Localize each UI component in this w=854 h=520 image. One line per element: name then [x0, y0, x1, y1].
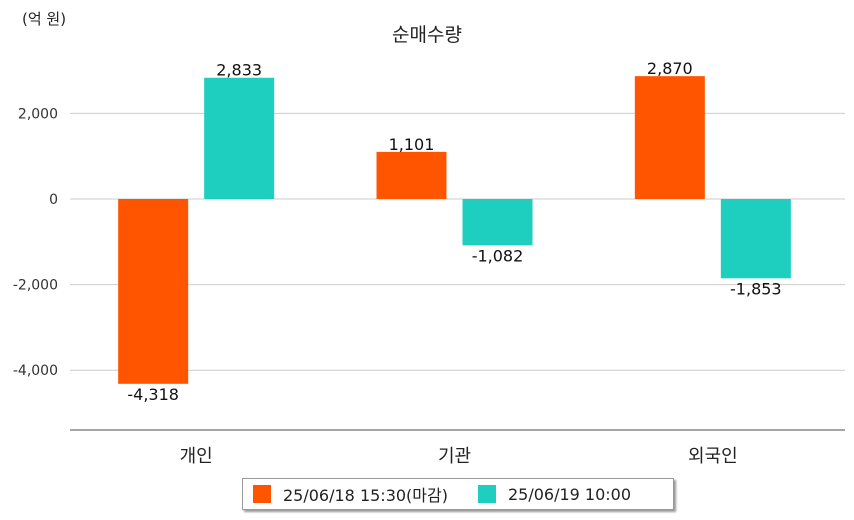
legend-label-series-2: 25/06/19 10:00: [507, 484, 632, 504]
category-label: 개인: [180, 446, 213, 467]
y-tick-label: -4,000: [13, 363, 58, 379]
y-tick-label: 2,000: [18, 106, 58, 122]
data-label: 1,101: [389, 135, 435, 154]
bar: [204, 77, 275, 199]
chart-title: 순매수량: [392, 24, 462, 46]
legend-label-series-1: 25/06/18 15:30(마감): [283, 486, 448, 505]
data-label: -4,318: [127, 385, 179, 404]
unit-label: (억 원): [22, 10, 67, 28]
bar: [720, 199, 791, 279]
data-label: 2,870: [647, 59, 693, 78]
category-label: 외국인: [688, 446, 738, 467]
legend-swatch-series-1: [253, 485, 271, 503]
category-label: 기관: [438, 446, 471, 467]
bar: [118, 199, 189, 384]
legend-item-series-2[interactable]: 25/06/19 10:00: [477, 484, 632, 504]
legend-swatch-series-2: [477, 485, 496, 503]
legend-item-series-1[interactable]: 25/06/18 15:30(마감): [253, 482, 448, 506]
bar: [462, 199, 533, 246]
bar: [634, 76, 705, 199]
data-label: -1,082: [472, 246, 524, 265]
legend: 25/06/18 15:30(마감) 25/06/19 10:00: [242, 478, 674, 510]
bar: [376, 151, 447, 199]
data-label: -1,853: [730, 279, 782, 298]
y-tick-label: -2,000: [13, 278, 58, 294]
y-tick-label: 0: [49, 192, 58, 208]
data-label: 2,833: [216, 61, 262, 80]
